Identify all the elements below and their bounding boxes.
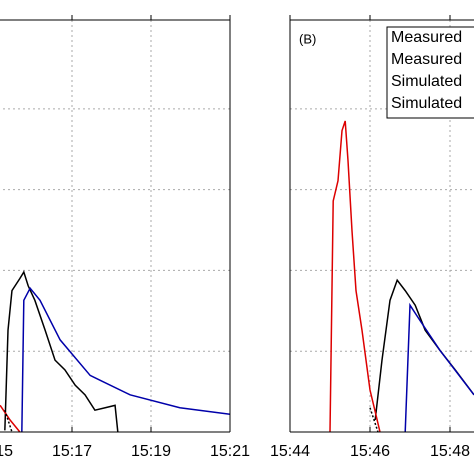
legend-label: Measured [391,51,462,68]
legend-label: Simulated [391,73,462,90]
x-tick-label: 15:19 [131,443,171,460]
x-tick-label: 15:46 [350,443,390,460]
x-tick-label: 15:48 [430,443,470,460]
line-series [404,302,474,432]
legend-box [386,26,474,119]
x-tick-label: 15:44 [270,443,310,460]
x-tick-label: 15:15 [0,443,13,460]
line-series [4,270,119,432]
panel-label: (B) [299,31,316,46]
line-series [0,404,21,432]
line-series [329,120,381,432]
plot-area [0,20,230,432]
x-tick-label: 15:21 [210,443,250,460]
x-tick-label: 15:17 [52,443,92,460]
legend-label: Measured [391,29,462,46]
line-series [369,407,379,432]
line-series [374,278,474,420]
line-series [21,286,230,432]
legend-label: Simulated [391,95,462,112]
